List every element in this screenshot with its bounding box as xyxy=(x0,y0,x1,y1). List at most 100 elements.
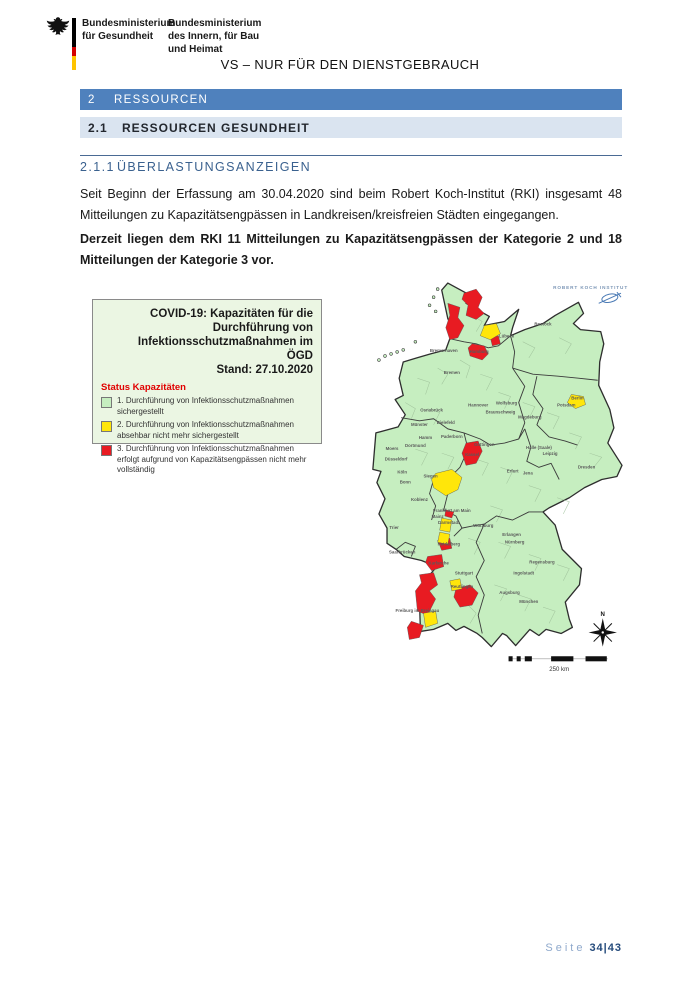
city-label: Stuttgart xyxy=(455,571,474,576)
classification-banner: VS – NUR FÜR DEN DIENSTGEBRAUCH xyxy=(220,57,480,72)
district-status-red xyxy=(444,509,455,519)
ministry-line: des Innern, für Bau xyxy=(168,31,260,42)
district-status-red xyxy=(415,572,438,616)
city-label: Darmstadt xyxy=(438,520,460,525)
city-label: Kassel xyxy=(465,452,479,457)
city-label: Köln xyxy=(397,469,407,474)
city-label: Dresden xyxy=(578,464,596,469)
legend-swatch xyxy=(101,397,112,408)
scale-label: 250 km xyxy=(549,667,569,673)
district-status-yellow xyxy=(449,578,463,592)
map-district-borders xyxy=(405,315,603,624)
city-label: Koblenz xyxy=(411,497,429,502)
ministry-line: und Heimat xyxy=(168,44,223,55)
city-label: Karlsruhe xyxy=(429,561,450,566)
city-label: Göttingen xyxy=(474,442,495,447)
legend-title: COVID-19: Kapazitäten für die Durchführu… xyxy=(93,300,321,377)
legend-swatch xyxy=(101,445,112,456)
ministry-interior-wordmark: Bundesministerium des Innern, für Bau un… xyxy=(168,17,261,56)
city-label: Magdeburg xyxy=(518,415,542,420)
footer-page-number: 34|43 xyxy=(589,942,622,954)
city-label: Erlangen xyxy=(502,532,521,537)
federal-eagle-icon xyxy=(46,17,70,35)
german-flag-stripe xyxy=(72,18,76,70)
page-footer: Seite 34|43 xyxy=(545,942,622,954)
heading-label: ÜBERLASTUNGSANZEIGEN xyxy=(117,160,312,174)
city-label: Halle (Saale) xyxy=(526,445,552,450)
city-label: Bielefeld xyxy=(437,420,455,425)
district-status-red xyxy=(425,554,444,571)
district-status-red xyxy=(445,302,465,340)
city-label: Siegen xyxy=(423,473,438,478)
heading-ressourcen: 2 RESSOURCEN xyxy=(80,89,622,110)
city-label: Augsburg xyxy=(499,590,520,595)
legend-item: 3. Durchführung von Infektionsschutzmaßn… xyxy=(101,444,313,476)
district-status-yellow xyxy=(479,323,501,340)
city-label: Hamburg xyxy=(470,349,489,354)
rki-logo-icon xyxy=(598,291,622,304)
city-label: Wolfsburg xyxy=(496,401,518,406)
legend-title-line: Durchführung von xyxy=(212,322,313,334)
legend-items: 1. Durchführung von Infektionsschutzmaßn… xyxy=(93,393,321,476)
compass-rose-icon: N xyxy=(588,612,617,647)
city-label: Bonn xyxy=(400,480,411,485)
heading-label: RESSOURCEN GESUNDHEIT xyxy=(122,120,310,135)
city-label: Freiburg im Breisgau xyxy=(396,608,440,613)
district-status-red xyxy=(453,584,479,608)
legend-item-text: 1. Durchführung von Infektionsschutzmaßn… xyxy=(117,396,294,416)
scale-bar: 250 km xyxy=(508,656,608,673)
city-label: Bremen xyxy=(444,370,461,375)
district-status-yellow xyxy=(431,469,463,496)
heading-number: 2.1 xyxy=(88,120,108,135)
city-label: Ingolstadt xyxy=(513,571,534,576)
district-status-yellow xyxy=(567,394,586,409)
city-label: Potsdam xyxy=(557,403,575,408)
city-label: Osnabrück xyxy=(420,408,443,413)
city-label: Lübeck xyxy=(499,334,515,339)
district-status-yellow xyxy=(437,531,451,545)
city-label: Jena xyxy=(523,470,533,475)
city-label: Erfurt xyxy=(507,468,519,473)
heading-number: 2.1.1 xyxy=(80,160,115,174)
city-label: Saarbrücken xyxy=(389,549,416,554)
ministry-line: Bundesministerium xyxy=(168,18,262,29)
city-label: Düsseldorf xyxy=(385,456,408,461)
district-status-red xyxy=(407,621,424,640)
legend-item-text: 2. Durchführung von Infektionsschutzmaßn… xyxy=(117,420,294,440)
city-label: Frankfurt am Main xyxy=(433,508,471,513)
ministry-health-wordmark: Bundesministerium für Gesundheit xyxy=(82,17,175,43)
city-label: Heidelberg xyxy=(438,541,461,546)
ministry-line: für Gesundheit xyxy=(82,31,154,42)
legend-swatch xyxy=(101,421,112,432)
heading-rule xyxy=(80,155,622,156)
rki-attribution: ROBERT KOCH INSTITUT xyxy=(553,285,628,290)
district-status-red xyxy=(461,288,485,320)
city-label: Mainz xyxy=(432,514,445,519)
ministry-line: Bundesministerium xyxy=(82,18,176,29)
legend-item: 1. Durchführung von Infektionsschutzmaßn… xyxy=(101,396,313,417)
city-label: Bremerhaven xyxy=(430,348,458,353)
district-status-red xyxy=(461,440,483,466)
legend-title-line: Stand: 27.10.2020 xyxy=(216,364,313,376)
legend-item-text: 3. Durchführung von Infektionsschutzmaßn… xyxy=(117,444,307,474)
paragraph-kategorien: Derzeit liegen dem RKI 11 Mitteilungen z… xyxy=(80,232,622,267)
footer-label: Seite xyxy=(545,942,586,954)
city-label: Berlin xyxy=(571,396,584,401)
city-label: Trier xyxy=(389,525,399,530)
city-label: Leipzig xyxy=(543,451,558,456)
legend-item: 2. Durchführung von Infektionsschutzmaßn… xyxy=(101,420,313,441)
heading-label: RESSOURCEN xyxy=(114,93,209,106)
heading-ueberlastungsanzeigen: 2.1.1 ÜBERLASTUNGSANZEIGEN xyxy=(80,160,622,174)
city-label: München xyxy=(519,599,538,604)
city-label: Regensburg xyxy=(529,560,555,565)
city-label: Dortmund xyxy=(405,443,426,448)
map-status-patches xyxy=(407,288,586,640)
legend-title-line: COVID-19: Kapazitäten für die xyxy=(150,308,313,320)
map-legend-box: COVID-19: Kapazitäten für die Durchführu… xyxy=(92,299,322,474)
legend-title-line: Infektionsschutzmaßnahmen im ÖGD xyxy=(137,336,313,362)
city-label: Paderborn xyxy=(441,434,463,439)
city-label: Rostock xyxy=(534,322,552,327)
map-svg: Rostock Lübeck Hamburg Bremerhaven Bremen Han… xyxy=(372,282,628,673)
city-label: Hannover xyxy=(468,403,488,408)
